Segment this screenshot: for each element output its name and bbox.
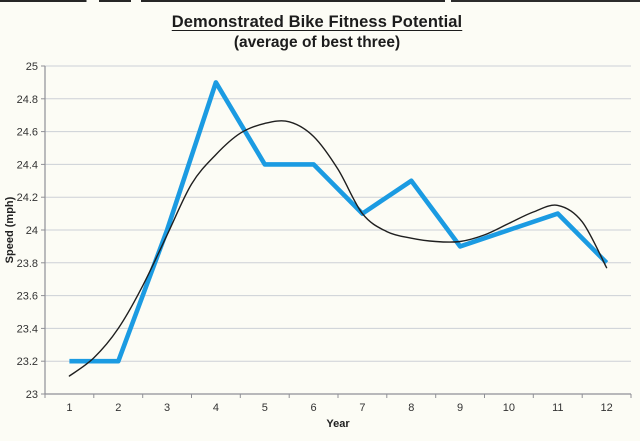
y-tick-label: 23.4 bbox=[17, 323, 38, 335]
x-tick-label: 8 bbox=[408, 402, 414, 414]
x-axis-title: Year bbox=[326, 418, 350, 430]
gridlines bbox=[45, 65, 631, 362]
scan-artifact-top-edge bbox=[0, 0, 640, 2]
chart-header: Demonstrated Bike Fitness Potential (ave… bbox=[0, 12, 634, 53]
axis-ticks bbox=[41, 65, 632, 398]
y-tick-label: 23.2 bbox=[17, 356, 38, 368]
y-tick-label: 24.4 bbox=[17, 159, 38, 171]
series-polynomial-trendline bbox=[68, 120, 608, 377]
y-tick-label: 23.8 bbox=[17, 258, 38, 270]
x-tick-label: 12 bbox=[600, 402, 612, 414]
y-tick-label: 24 bbox=[26, 225, 38, 237]
y-tick-label: 23.6 bbox=[17, 291, 38, 303]
x-tick-label: 6 bbox=[311, 402, 317, 414]
axes bbox=[44, 66, 631, 395]
x-tick-label: 3 bbox=[164, 402, 170, 414]
y-tick-label: 24.2 bbox=[17, 192, 38, 204]
y-tick-label: 25 bbox=[26, 61, 38, 73]
x-tick-label: 2 bbox=[115, 402, 121, 414]
x-tick-label: 1 bbox=[66, 402, 72, 414]
x-tick-label: 4 bbox=[213, 402, 219, 414]
x-tick-label: 5 bbox=[262, 402, 268, 414]
y-tick-label: 24.8 bbox=[17, 94, 38, 106]
chart-title: Demonstrated Bike Fitness Potential bbox=[171, 13, 463, 31]
y-tick-label: 23 bbox=[26, 389, 38, 401]
x-tick-label: 11 bbox=[552, 402, 563, 414]
y-tick-label: 24.6 bbox=[17, 127, 38, 139]
x-tick-label: 9 bbox=[457, 402, 463, 414]
chart-subtitle: (average of best three) bbox=[233, 34, 401, 51]
y-axis-title: Speed (mph) bbox=[4, 196, 16, 263]
x-tick-label: 7 bbox=[359, 402, 365, 414]
series-average-of-best-three bbox=[69, 80, 609, 364]
x-tick-label: 10 bbox=[503, 402, 515, 414]
